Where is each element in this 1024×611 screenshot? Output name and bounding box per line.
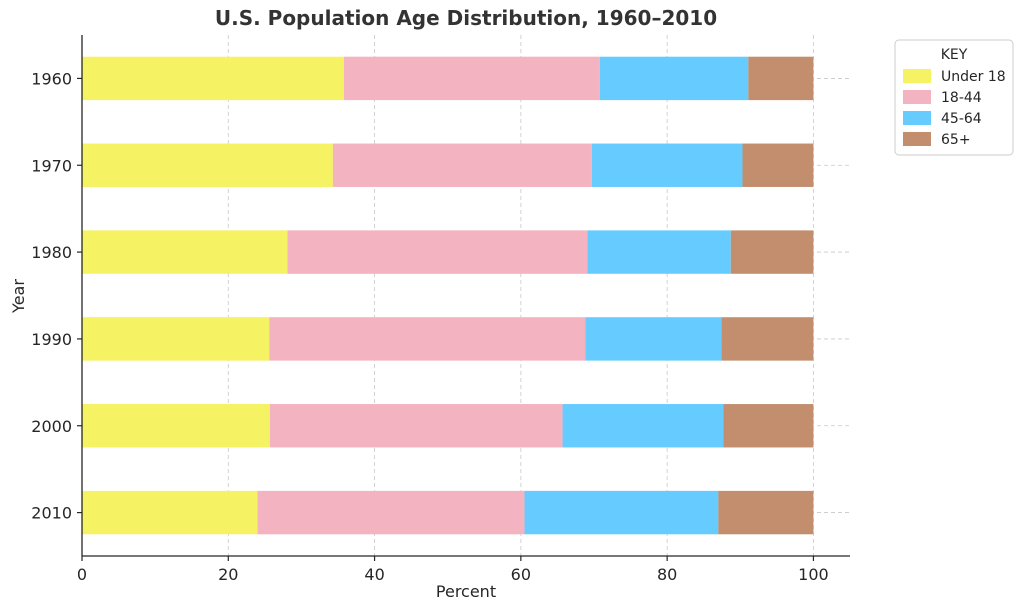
bar-segment-65--1990 bbox=[721, 317, 814, 361]
legend-label: 65+ bbox=[941, 132, 971, 148]
bar-segment-18-44-2010 bbox=[257, 490, 525, 535]
bar-segment-65--2010 bbox=[718, 490, 814, 535]
x-axis-label: Percent bbox=[436, 582, 496, 601]
x-tick-label: 40 bbox=[364, 565, 384, 584]
y-tick-label: 1990 bbox=[31, 330, 72, 349]
bar-segment-65--1970 bbox=[742, 143, 814, 187]
x-tick-label: 0 bbox=[77, 565, 87, 584]
x-ticks: 0 20 40 60 80 100 bbox=[77, 556, 829, 584]
bars-layer bbox=[82, 56, 814, 535]
bar-segment-18-44-1990 bbox=[269, 317, 586, 361]
y-axis-label: Year bbox=[9, 279, 28, 314]
legend-label: 18-44 bbox=[941, 90, 982, 106]
bar-segment-under-18-2000 bbox=[82, 404, 270, 448]
bar-segment-45-64-1990 bbox=[585, 317, 722, 361]
bar-segment-under-18-1960 bbox=[82, 56, 344, 101]
legend-label: Under 18 bbox=[941, 69, 1006, 85]
x-tick-label: 80 bbox=[657, 565, 677, 584]
legend-swatch bbox=[903, 69, 931, 83]
legend-frame bbox=[894, 39, 1014, 156]
y-ticks: 1960 1970 1980 1990 2000 2010 bbox=[31, 69, 82, 523]
legend: KEY Under 18 18-44 45-64 65+ bbox=[894, 39, 1014, 156]
y-tick-label: 1960 bbox=[31, 69, 72, 88]
x-tick-label: 60 bbox=[511, 565, 531, 584]
bar-segment-65--2000 bbox=[723, 404, 814, 448]
legend-swatch bbox=[903, 111, 931, 125]
legend-title: KEY bbox=[941, 47, 968, 63]
legend-swatch bbox=[903, 90, 931, 104]
y-tick-label: 2000 bbox=[31, 417, 72, 436]
bar-segment-65--1980 bbox=[730, 230, 814, 274]
bar-segment-under-18-1980 bbox=[82, 230, 288, 274]
bar-segment-18-44-1960 bbox=[343, 56, 600, 101]
x-tick-label: 20 bbox=[218, 565, 238, 584]
y-tick-label: 2010 bbox=[31, 504, 72, 523]
grid-layer bbox=[81, 35, 850, 556]
bar-segment-18-44-2000 bbox=[269, 404, 563, 448]
bar-segment-65--1960 bbox=[748, 56, 814, 101]
bar-segment-18-44-1970 bbox=[332, 143, 592, 187]
bar-segment-45-64-1970 bbox=[591, 143, 743, 187]
y-tick-label: 1970 bbox=[31, 156, 72, 175]
bar-segment-under-18-2010 bbox=[82, 490, 258, 535]
chart-title: U.S. Population Age Distribution, 1960–2… bbox=[215, 6, 717, 30]
bar-segment-45-64-1960 bbox=[599, 56, 749, 101]
bar-segment-under-18-1990 bbox=[82, 317, 270, 361]
x-tick-label: 100 bbox=[798, 565, 829, 584]
bar-segment-45-64-1980 bbox=[587, 230, 731, 274]
legend-label: 45-64 bbox=[941, 111, 982, 127]
bar-segment-18-44-1980 bbox=[287, 230, 588, 274]
legend-items: Under 18 18-44 45-64 65+ bbox=[903, 69, 1006, 148]
legend-swatch bbox=[903, 132, 931, 146]
bar-segment-45-64-2000 bbox=[562, 404, 724, 448]
bar-segment-under-18-1970 bbox=[82, 143, 333, 187]
bar-segment-45-64-2010 bbox=[524, 490, 719, 535]
y-tick-label: 1980 bbox=[31, 243, 72, 262]
